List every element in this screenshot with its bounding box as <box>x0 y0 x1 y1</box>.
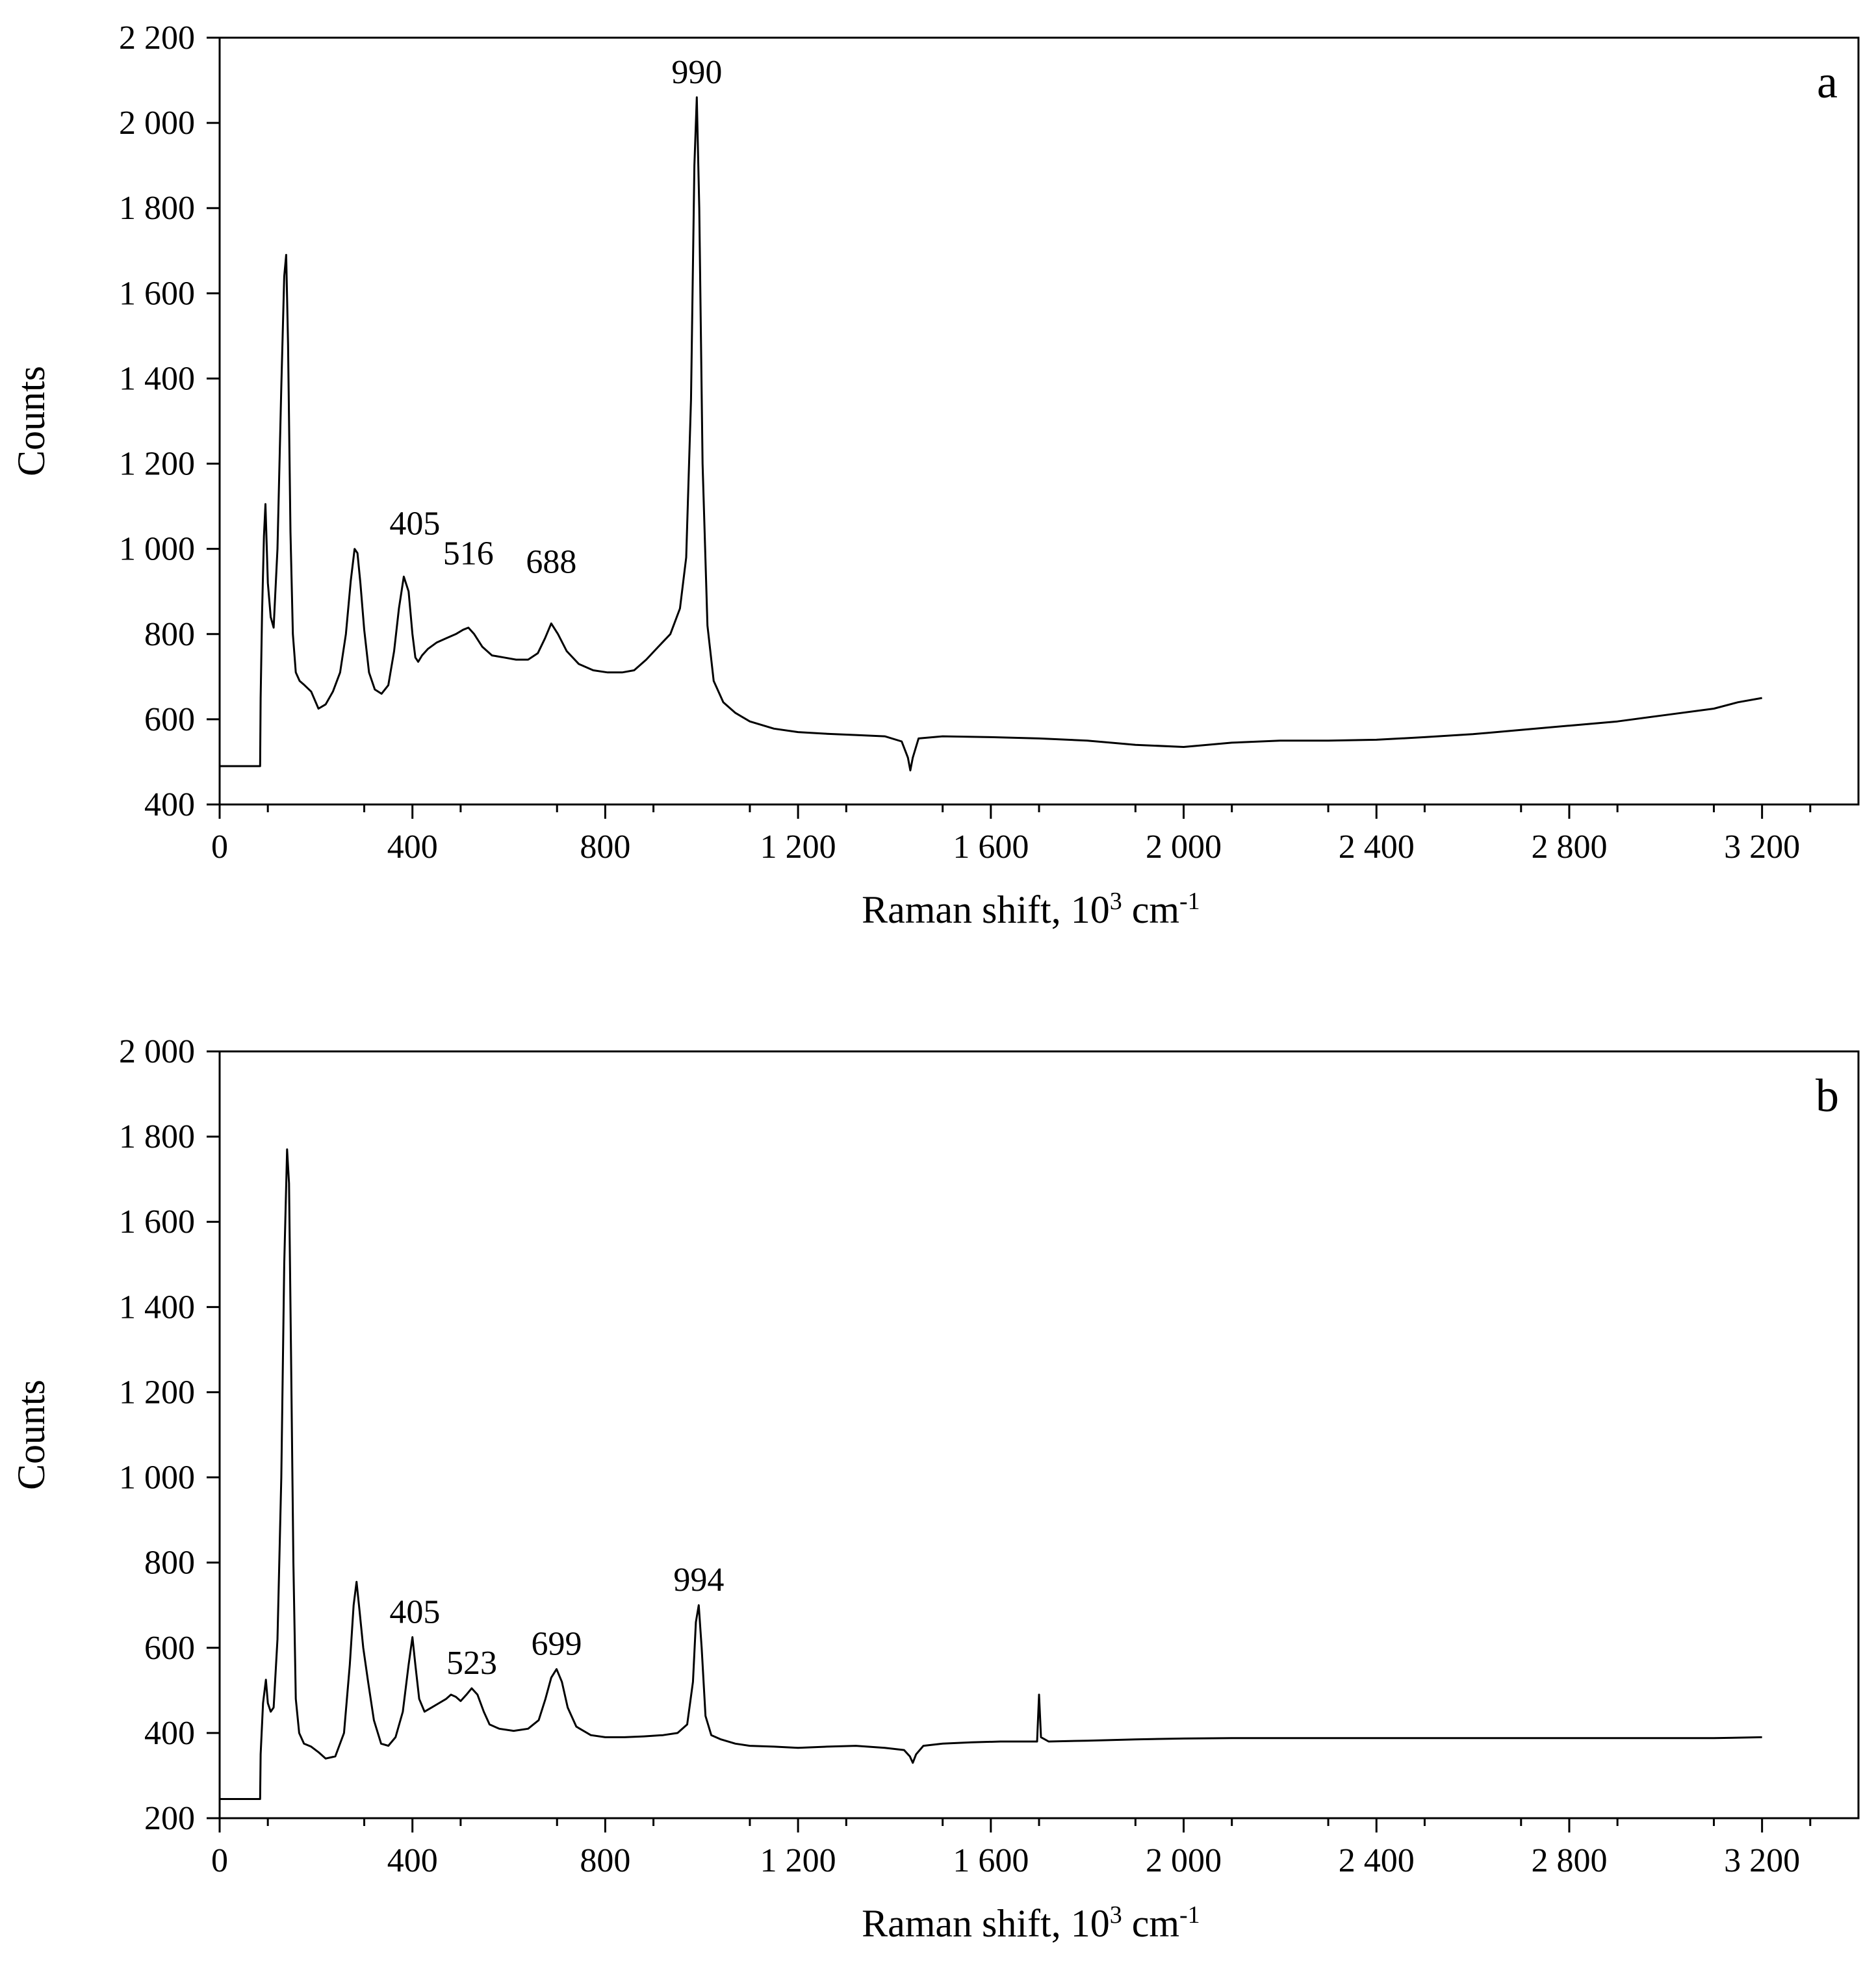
spectrum-line <box>220 1148 1762 1800</box>
peak-label: 990 <box>671 54 722 91</box>
x-axis-title: Raman shift, 103 cm-1 <box>862 1901 1200 1945</box>
x-axis-title-xlabel: Raman shift, 10 <box>862 1902 1110 1945</box>
peak-label: 994 <box>673 1562 724 1599</box>
x-tick-label: 0 <box>211 829 228 866</box>
x-tick-label: 3 200 <box>1724 1842 1800 1879</box>
x-tick-label: 1 600 <box>953 1842 1029 1879</box>
y-tick-label: 1 600 <box>119 275 195 312</box>
x-axis-title-xlabel: Raman shift, 10 <box>862 888 1110 931</box>
x-tick-label: 1 600 <box>953 829 1029 866</box>
y-tick-label: 200 <box>144 1800 195 1837</box>
x-tick-label: 0 <box>211 1842 228 1879</box>
peak-label: 516 <box>443 535 494 572</box>
x-axis-title-xlabel-unit: cm <box>1122 1902 1179 1945</box>
x-tick-label: 2 800 <box>1531 829 1607 866</box>
peak-label: 405 <box>389 506 440 543</box>
x-tick-label: 2 400 <box>1339 1842 1415 1879</box>
y-tick-label: 400 <box>144 1715 195 1752</box>
x-tick-label: 800 <box>580 829 630 866</box>
x-tick-label: 1 200 <box>760 829 836 866</box>
x-tick-label: 2 400 <box>1339 829 1415 866</box>
x-tick-label: 2 000 <box>1146 829 1222 866</box>
y-tick-label: 1 000 <box>119 1459 195 1497</box>
spectrum-line <box>220 96 1762 772</box>
panel-letter: b <box>1816 1070 1839 1122</box>
x-tick-label: 2 000 <box>1146 1842 1222 1879</box>
y-axis-title: Counts <box>10 1380 53 1490</box>
x-axis-title: Raman shift, 103 cm-1 <box>862 888 1200 931</box>
peak-label: 405 <box>389 1593 440 1630</box>
chart-panel-a: 0 400 800 1 200 1 600 2 000 2 400 2 800 3 200 400… <box>10 19 1860 931</box>
y-tick-label: 600 <box>144 701 195 738</box>
y-tick-label: 1 600 <box>119 1203 195 1241</box>
x-tick-label: 400 <box>387 829 438 866</box>
y-tick-label: 1 400 <box>119 1289 195 1326</box>
peak-label: 523 <box>446 1645 497 1682</box>
y-tick-label: 1 800 <box>119 190 195 227</box>
panel-letter: a <box>1817 56 1838 108</box>
y-tick-label: 400 <box>144 786 195 823</box>
panels-container: 0 400 800 1 200 1 600 2 000 2 400 2 800 3 200 400… <box>10 19 1860 1945</box>
y-tick-label: 1 800 <box>119 1118 195 1155</box>
x-tick-label: 400 <box>387 1842 438 1879</box>
y-tick-label: 600 <box>144 1630 195 1667</box>
x-axis-title-xlabel-unit: cm <box>1122 888 1179 931</box>
y-tick-label: 800 <box>144 616 195 653</box>
x-axis-title-xlabel-unit-superscript: -1 <box>1179 1901 1200 1929</box>
x-tick-label: 800 <box>580 1842 630 1879</box>
y-tick-label: 1 200 <box>119 1374 195 1411</box>
peak-label: 699 <box>531 1626 582 1663</box>
y-tick-label: 2 000 <box>119 105 195 142</box>
x-tick-label: 3 200 <box>1724 829 1800 866</box>
x-axis-title-xlabel-unit-superscript: -1 <box>1179 888 1200 915</box>
y-tick-label: 2 200 <box>119 19 195 57</box>
x-axis-title-xlabel-superscript: 3 <box>1110 1901 1122 1929</box>
x-tick-label: 2 800 <box>1531 1842 1607 1879</box>
y-axis-title: Counts <box>10 366 53 476</box>
x-tick-label: 1 200 <box>760 1842 836 1879</box>
y-tick-label: 1 400 <box>119 360 195 397</box>
y-tick-label: 800 <box>144 1545 195 1582</box>
peak-label: 688 <box>526 544 576 581</box>
chart-panel-b: 0 400 800 1 200 1 600 2 000 2 400 2 800 3 200 200… <box>10 1033 1860 1945</box>
x-axis-title-xlabel-superscript: 3 <box>1110 888 1122 915</box>
y-tick-label: 1 200 <box>119 446 195 483</box>
y-tick-label: 1 000 <box>119 531 195 568</box>
y-tick-label: 2 000 <box>119 1033 195 1070</box>
